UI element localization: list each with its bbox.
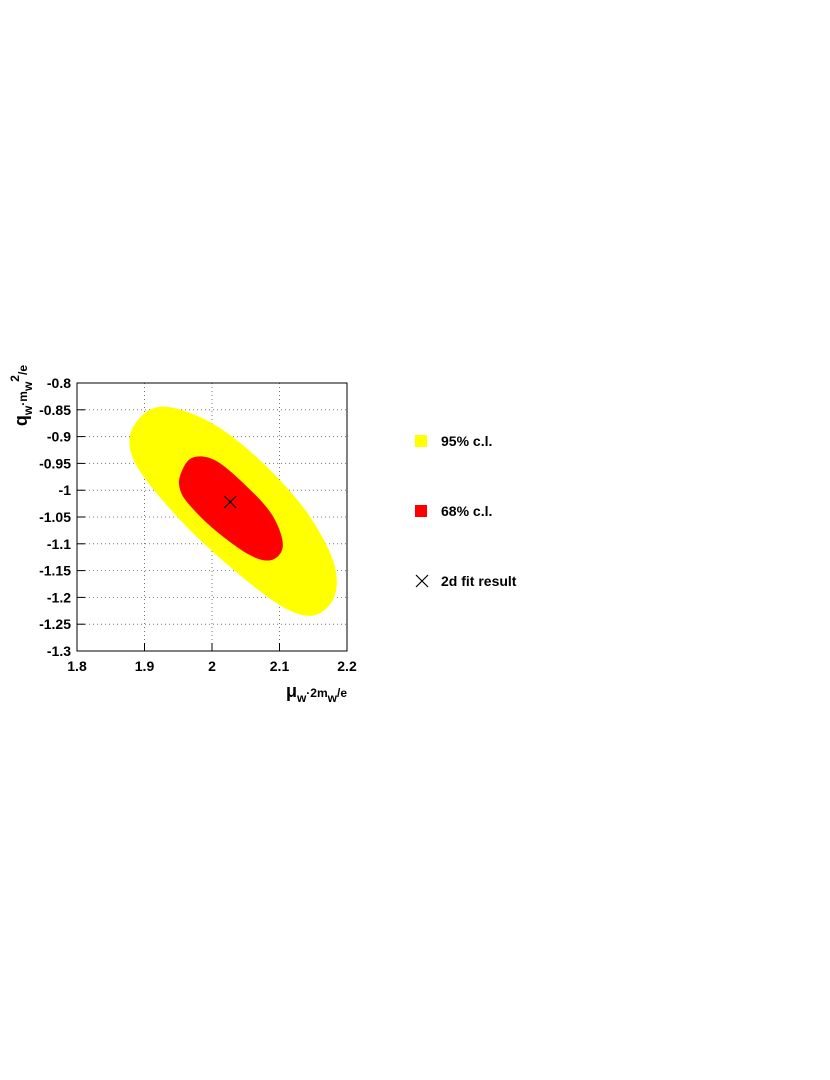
y-axis-label-part: w [21, 381, 35, 392]
y-tick-label: -0.85 [39, 402, 71, 418]
x-axis-label-part: w [296, 691, 307, 705]
x-axis-label-part: w [327, 691, 338, 705]
x-tick-label: 1.9 [135, 658, 155, 674]
y-axis-label-part: /e [16, 365, 30, 375]
y-axis-label-part: q [11, 415, 31, 426]
legend-label: 2d fit result [441, 573, 517, 589]
y-tick-label: -1.15 [39, 563, 71, 579]
y-tick-label: -1.2 [47, 589, 71, 605]
y-tick-label: -1.3 [47, 643, 71, 659]
legend-swatch [415, 505, 427, 517]
x-axis-label: μw·2mw/e [286, 681, 347, 705]
y-axis-label-part: w [21, 405, 35, 416]
x-tick-label: 1.8 [67, 658, 87, 674]
legend-label: 68% c.l. [441, 503, 492, 519]
y-tick-label: -1.25 [39, 616, 71, 632]
y-tick-label: -1 [59, 482, 72, 498]
y-axis-label-part: 2 [8, 375, 22, 382]
fit-marker [223, 495, 237, 509]
contour-region [178, 456, 283, 561]
x-tick-label: 2 [208, 658, 216, 674]
y-tick-label: -1.05 [39, 509, 71, 525]
legend-marker [415, 574, 429, 588]
x-tick-label: 2.1 [270, 658, 290, 674]
x-tick-label: 2.2 [337, 658, 357, 674]
y-tick-label: -0.95 [39, 455, 71, 471]
x-axis-label-part: μ [286, 681, 297, 701]
x-axis-label-part: /e [337, 686, 347, 700]
y-axis-label-part: ·m [16, 391, 30, 406]
y-tick-label: -0.9 [47, 429, 71, 445]
y-tick-label: -0.8 [47, 375, 71, 391]
y-axis-label: qw·mw2/e [8, 365, 35, 426]
legend-label: 95% c.l. [441, 433, 492, 449]
y-tick-label: -1.1 [47, 536, 71, 552]
legend-swatch [415, 435, 427, 447]
x-axis-label-part: ·2m [306, 686, 327, 700]
